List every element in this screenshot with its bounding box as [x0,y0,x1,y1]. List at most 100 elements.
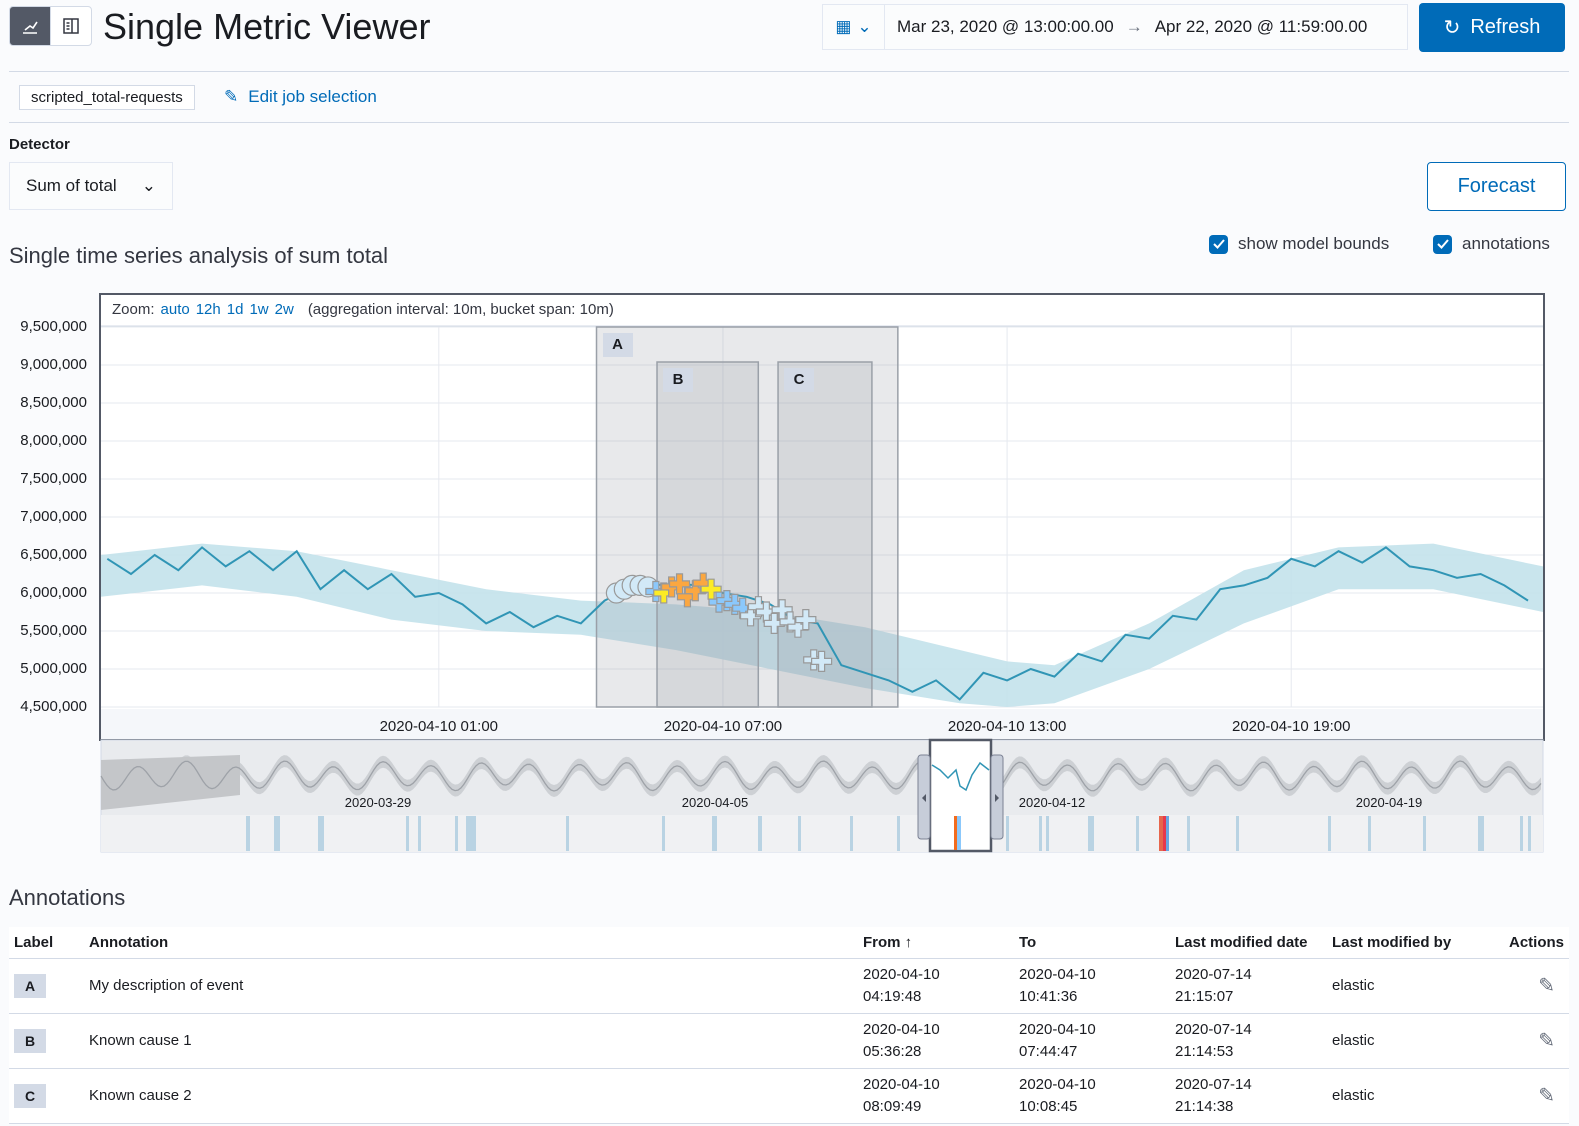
chart-view-button[interactable] [9,6,51,46]
x-tick-label: 2020-04-10 07:00 [663,718,783,735]
from-date: 2020-04-10 [863,1075,940,1093]
swimlane-bar [758,816,762,851]
annotations-table: Label Annotation From ↑ To Last modified… [9,927,1569,1124]
mod-date: 2020-07-14 [1175,1020,1252,1038]
detector-select[interactable]: Sum of total ⌄ [9,162,173,210]
swimlane-bar [566,816,569,851]
cell-modified-date: 2020-07-14 21:14:53 [1170,1013,1327,1069]
swimlane-bar [418,816,421,851]
annotation-region-label[interactable]: B [663,368,694,392]
to-time: 07:44:47 [1019,1042,1078,1060]
zoom-1w[interactable]: 1w [249,301,269,318]
anomaly-marker [779,611,801,633]
checkmark-icon [1209,234,1228,254]
edit-annotation-button[interactable]: ✎ [1487,1013,1569,1069]
swimlane-bar [1166,816,1169,851]
mod-time: 21:14:38 [1175,1097,1234,1115]
cell-label: A [9,958,84,1014]
to-date: 2020-04-10 [1019,1075,1096,1093]
col-annotation[interactable]: Annotation [84,927,858,959]
swimlane-bar [1328,816,1331,851]
cell-to: 2020-04-10 10:41:36 [1014,958,1170,1014]
date-picker[interactable]: ▦ ⌄ Mar 23, 2020 @ 13:00:00.00 → Apr 22, … [822,4,1408,50]
swimlane-bar [318,816,324,851]
from-date: 2020-04-10 [863,965,940,983]
annotation-region-label[interactable]: C [784,368,815,392]
cell-modified-by: elastic [1327,1013,1487,1069]
chart-icon [23,21,38,34]
table-row: A My description of event 2020-04-10 04:1… [9,958,1569,1014]
swimlane-bar [1039,816,1042,851]
y-tick-label: 6,500,000 [20,546,87,563]
date-start[interactable]: Mar 23, 2020 @ 13:00:00.00 [897,17,1114,36]
col-last-modified-date[interactable]: Last modified date [1170,927,1327,959]
from-time: 04:19:48 [863,987,922,1005]
show-model-bounds-checkbox[interactable]: show model bounds [1209,234,1389,254]
zoom-auto[interactable]: auto [160,301,190,318]
cell-modified-date: 2020-07-14 21:15:07 [1170,958,1327,1014]
anomaly-marker [739,605,762,627]
context-tick-label: 2020-04-12 [1018,795,1086,810]
cell-modified-by: elastic [1327,1068,1487,1124]
to-date: 2020-04-10 [1019,965,1096,983]
swimlane-bar [1136,816,1139,851]
edit-annotation-button[interactable]: ✎ [1487,958,1569,1014]
cell-modified-by: elastic [1327,958,1487,1014]
swimlane-bar [798,816,801,851]
annotation-region-label[interactable]: A [602,333,633,357]
anomaly-marker [692,572,714,594]
detector-label: Detector [9,136,70,153]
edit-job-label: Edit job selection [248,87,377,106]
to-date: 2020-04-10 [1019,1020,1096,1038]
anomaly-marker [716,590,738,612]
swimlane-bar [957,816,961,850]
table-view-button[interactable] [50,6,92,46]
pencil-icon: ✎ [1538,974,1555,997]
anomaly-marker [795,609,817,631]
table-icon [63,18,79,34]
cell-annotation: Known cause 2 [84,1068,858,1124]
annotation-badge: B [14,1028,46,1053]
y-tick-label: 6,000,000 [20,584,87,601]
col-from[interactable]: From ↑ [858,927,1014,959]
swimlane-bar [954,816,957,850]
forecast-button[interactable]: Forecast [1427,162,1566,211]
swimlane-bar [1236,816,1239,851]
annotation-region-c [777,361,873,708]
col-label[interactable]: Label [9,927,84,959]
zoom-2w[interactable]: 2w [274,301,294,318]
zoom-12h[interactable]: 12h [195,301,221,318]
annotations-title: Annotations [9,885,126,910]
context-tick-label: 2020-04-19 [1355,795,1423,810]
arrow-icon: → [1125,17,1143,36]
col-last-modified-by[interactable]: Last modified by [1327,927,1487,959]
swimlane-bar [1187,816,1190,851]
checkbox-label: show model bounds [1238,234,1390,253]
y-tick-label: 9,000,000 [20,356,87,373]
cell-annotation: Known cause 1 [84,1013,858,1069]
pencil-icon: ✎ [1538,1029,1555,1052]
edit-annotation-button[interactable]: ✎ [1487,1068,1569,1124]
mod-time: 21:15:07 [1175,987,1234,1005]
from-date: 2020-04-10 [863,1020,940,1038]
zoom-1d[interactable]: 1d [226,301,244,318]
from-time: 08:09:49 [863,1097,922,1115]
x-tick-label: 2020-04-10 01:00 [379,718,499,735]
y-tick-label: 7,500,000 [20,470,87,487]
quick-select-button[interactable]: ▦ ⌄ [823,5,885,49]
anomaly-marker [747,596,770,618]
swimlane-bar [897,816,900,851]
swimlane-bar [850,816,853,851]
swimlane-bar [1046,816,1049,851]
context-bounds [101,755,1541,797]
value-line [106,546,1529,701]
annotations-checkbox[interactable]: annotations [1433,234,1550,254]
x-tick-label: 2020-04-10 19:00 [1232,718,1351,735]
annotation-region-b [656,361,760,708]
date-end[interactable]: Apr 22, 2020 @ 11:59:00.00 [1154,17,1368,36]
swimlane-bar [1006,816,1009,851]
swimlane-bar [712,816,717,851]
refresh-button[interactable]: ↻ Refresh [1419,3,1565,52]
edit-job-selection-link[interactable]: ✎ Edit job selection [224,87,377,107]
col-to[interactable]: To [1014,927,1170,959]
